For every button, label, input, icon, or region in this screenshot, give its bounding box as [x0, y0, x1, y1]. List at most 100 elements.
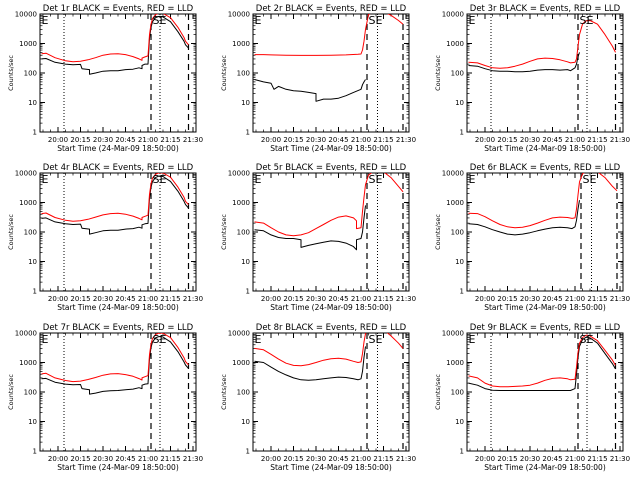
det-7r-ytick-label: 100 [24, 389, 37, 397]
det-5r-series-events [254, 205, 366, 251]
det-5r-annotation: E [255, 173, 262, 186]
det-4r-xtick-label: 20:15 [70, 295, 90, 303]
det-1r-ytick-label: 10 [28, 99, 37, 107]
det-8r-xtick-label: 20:45 [328, 455, 348, 463]
det-3r-xlabel: Start Time (24-Mar-09 18:50:00) [484, 144, 606, 153]
det-7r-ytick-label: 1000 [19, 359, 37, 367]
det-4r-panel: Det 4r BLACK = Events, RED = LLD 1 10 100 10… [7, 163, 203, 312]
det-4r-ytick-label: 100 [24, 229, 37, 237]
det-6r-ylabel: Counts/sec [434, 214, 442, 250]
det-3r-plot-frame [466, 13, 624, 133]
det-2r-ytick-label: 1000 [232, 40, 250, 48]
det-6r-xtick-label: 20:00 [475, 295, 495, 303]
det-9r-xtick-label: 21:00 [565, 455, 585, 463]
det-1r-ytick-label: 100 [24, 70, 37, 78]
det-2r-xtick-label: 21:00 [351, 136, 371, 144]
det-3r-ytick-label: 10 [455, 99, 464, 107]
det-7r-xtick-label: 20:00 [48, 455, 68, 463]
det-7r-series-lld [41, 333, 189, 383]
det-5r-xtick-label: 21:30 [396, 295, 416, 303]
det-7r-xlabel: Start Time (24-Mar-09 18:50:00) [57, 463, 179, 472]
det-9r-plot-frame [466, 332, 624, 452]
det-1r-ytick-label: 1000 [19, 40, 37, 48]
det-8r-series-group [254, 333, 404, 381]
det-7r-series-group [41, 333, 189, 395]
det-6r-ytick-label: 10 [455, 258, 464, 266]
det-8r-xtick-label: 21:30 [396, 455, 416, 463]
det-4r-xtick-label: 20:00 [48, 295, 68, 303]
det-7r-xtick-label: 21:00 [138, 455, 158, 463]
det-9r-annotation: E [469, 333, 476, 346]
det-5r-xlabel: Start Time (24-Mar-09 18:50:00) [270, 303, 392, 312]
det-7r-panel: Det 7r BLACK = Events, RED = LLD 1 10 100 10… [7, 323, 203, 472]
det-3r-title: Det 3r BLACK = Events, RED = LLD [470, 4, 621, 14]
det-1r-xtick-label: 20:45 [115, 136, 135, 144]
det-4r-series-events [41, 175, 189, 235]
det-3r-ytick-label: 10000 [442, 11, 464, 19]
det-5r-xtick-label: 21:15 [373, 295, 393, 303]
det-5r-xtick-label: 20:00 [261, 295, 281, 303]
det-2r-ytick-label: 10000 [228, 11, 250, 19]
det-5r-ytick-label: 1 [246, 288, 250, 296]
det-4r-ylabel: Counts/sec [7, 214, 15, 250]
det-7r-series-events [41, 336, 189, 395]
det-6r-xtick-label: 21:15 [587, 295, 607, 303]
det-1r-xtick-label: 20:30 [93, 136, 113, 144]
det-3r-series-lld [468, 20, 616, 69]
det-8r-xtick-label: 20:00 [261, 455, 281, 463]
det-6r-annotation: SE [583, 173, 597, 186]
det-2r-xtick-label: 20:15 [283, 136, 303, 144]
det-9r-xtick-label: 21:30 [610, 455, 630, 463]
det-2r-series-events [254, 79, 366, 102]
det-1r-title: Det 1r BLACK = Events, RED = LLD [43, 4, 194, 14]
det-3r-annotation: E [469, 14, 476, 27]
det-4r-series-group [41, 173, 189, 235]
det-8r-xtick-label: 21:15 [373, 455, 393, 463]
det-6r-ytick-label: 1000 [446, 199, 464, 207]
det-1r-series-lld [41, 14, 189, 63]
det-8r-ytick-label: 10 [241, 418, 250, 426]
det-7r-xtick-label: 21:15 [160, 455, 180, 463]
det-4r-ytick-label: 10 [28, 258, 37, 266]
det-7r-plot-frame [39, 332, 197, 452]
det-9r-series-lld [468, 334, 616, 388]
det-5r-xtick-label: 20:45 [328, 295, 348, 303]
det-2r-annotation: SE [369, 14, 383, 27]
det-5r-xtick-label: 20:15 [283, 295, 303, 303]
det-5r-ytick-label: 100 [237, 229, 250, 237]
det-5r-annotation: SE [369, 173, 383, 186]
det-4r-xtick-label: 21:00 [138, 295, 158, 303]
det-3r-ylabel: Counts/sec [434, 55, 442, 91]
det-3r-series-group [468, 20, 616, 73]
det-1r-ylabel: Counts/sec [7, 55, 15, 91]
det-8r-ytick-label: 1000 [232, 359, 250, 367]
det-3r-panel: Det 3r BLACK = Events, RED = LLD 1 10 100 10… [434, 4, 630, 153]
det-4r-xlabel: Start Time (24-Mar-09 18:50:00) [57, 303, 179, 312]
det-7r-ylabel: Counts/sec [7, 374, 15, 410]
det-3r-xtick-label: 21:15 [587, 136, 607, 144]
det-9r-xtick-label: 20:00 [475, 455, 495, 463]
det-8r-series-events [254, 346, 366, 381]
det-6r-series-events [468, 200, 580, 236]
det-1r-xtick-label: 21:00 [138, 136, 158, 144]
det-6r-xtick-label: 20:15 [497, 295, 517, 303]
det-6r-panel: Det 6r BLACK = Events, RED = LLD 1 10 100 10… [434, 163, 630, 312]
det-7r-annotation: E [42, 333, 49, 346]
det-4r-annotation: E [42, 173, 49, 186]
det-9r-ytick-label: 1000 [446, 359, 464, 367]
det-8r-xtick-label: 21:00 [351, 455, 371, 463]
det-2r-ylabel: Counts/sec [220, 55, 228, 91]
det-6r-ytick-label: 10000 [442, 170, 464, 178]
det-2r-annotation: E [255, 14, 262, 27]
det-2r-xtick-label: 20:30 [306, 136, 326, 144]
det-3r-ytick-label: 1000 [446, 40, 464, 48]
det-2r-panel: Det 2r BLACK = Events, RED = LLD 1 10 100 10… [220, 4, 416, 153]
det-7r-xtick-label: 20:45 [115, 455, 135, 463]
det-5r-series-group [254, 173, 404, 251]
det-6r-ytick-label: 100 [451, 229, 464, 237]
det-9r-series-events [468, 336, 616, 391]
det-6r-xtick-label: 21:00 [565, 295, 585, 303]
det-9r-annotation: SE [580, 333, 594, 346]
det-8r-title: Det 8r BLACK = Events, RED = LLD [256, 323, 407, 333]
